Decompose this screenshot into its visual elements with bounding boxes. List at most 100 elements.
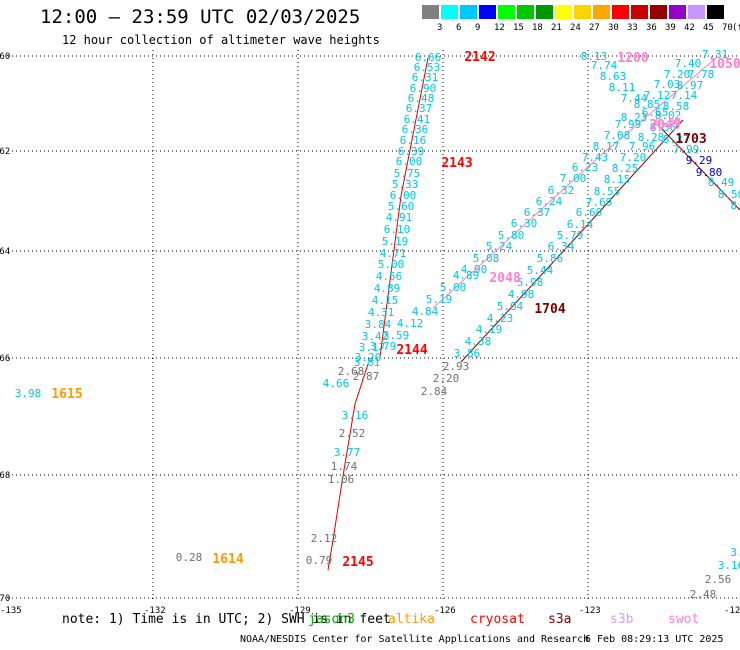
satellite-label-jason3: jason3 [308, 612, 355, 627]
legend-label: 33 [627, 23, 638, 33]
legend-swatch [574, 5, 591, 19]
lat-tick-label: -68 [0, 471, 10, 481]
wave-height-value: 3.86 [454, 347, 481, 360]
wave-height-value: 4.12 [397, 317, 424, 330]
wave-height-value: 6.16 [400, 134, 427, 147]
wave-height-value: 7.96 [629, 140, 656, 153]
track-line [379, 57, 429, 358]
wave-height-value: 0.79 [306, 554, 333, 567]
wave-height-value: 3.77 [334, 446, 361, 459]
legend-swatch [555, 5, 572, 19]
wave-height-value: 8.28 [638, 131, 665, 144]
wave-height-value: 4.66 [323, 377, 350, 390]
wave-height-value: 2.20 [433, 372, 460, 385]
wave-height-value: 4.89 [374, 282, 401, 295]
legend-label: 30 [608, 23, 619, 33]
wave-height-value: 9.80 [696, 166, 723, 179]
graticule [8, 50, 738, 602]
wave-height-value: 8.49 [708, 176, 735, 189]
wave-height-value: 2.56 [705, 573, 732, 586]
lon-tick-label: -123 [579, 606, 601, 616]
wave-height-value: 2.52 [339, 427, 366, 440]
legend-swatch [650, 5, 667, 19]
wave-height-value: 6.37 [524, 206, 551, 219]
lat-tick-label: -62 [0, 147, 10, 157]
wave-height-value: 4.98 [508, 288, 535, 301]
legend-unit: (ft) [732, 23, 740, 33]
track-id: 2144 [396, 343, 427, 358]
wave-height-value: 7.69 [586, 196, 613, 209]
wave-height-value: 4.38 [465, 335, 492, 348]
wave-height-value: 2.48 [690, 588, 717, 601]
lon-tick-label: -132 [144, 606, 166, 616]
wave-height-value: 6.66 [415, 51, 442, 64]
wave-height-value: 7.14 [671, 89, 698, 102]
satellite-label-altika: altika [388, 612, 435, 627]
wave-height-value: 5.60 [388, 200, 415, 213]
wave-height-value: 8.55 [594, 185, 621, 198]
wave-height-value: 8.97 [677, 79, 704, 92]
wave-height-value: 7.03 [654, 78, 681, 91]
wave-height-value: 0.28 [176, 551, 203, 564]
wave-height-value: 3.16 [342, 409, 369, 422]
lat-tick-label: -60 [0, 52, 10, 62]
legend-swatch [669, 5, 686, 19]
wave-height-value: 7.44 [621, 92, 648, 105]
wave-height-value: 8.37 [663, 133, 690, 146]
map-subtitle: 12 hour collection of altimeter wave hei… [62, 33, 380, 47]
lon-tick-label: -135 [0, 606, 22, 616]
legend-swatch [688, 5, 705, 19]
wave-height-value: 2.93 [443, 360, 470, 373]
legend-label: 21 [551, 23, 562, 33]
wave-height-value: 8.02 [655, 109, 682, 122]
wave-height-value: 7.99 [615, 118, 642, 131]
legend-label: 27 [589, 23, 600, 33]
wave-height-value: 4.23 [487, 312, 514, 325]
track-id: 2049 [649, 118, 680, 133]
wave-height-value: 2.84 [421, 385, 448, 398]
wave-height-value: 7.74 [591, 59, 618, 72]
wave-height-value: 8.23 [621, 111, 648, 124]
wave-height-value: 4.15 [372, 294, 399, 307]
wave-height-value: 6.32 [548, 184, 575, 197]
wave-height-value: 5.44 [527, 264, 554, 277]
track-id-labels: 2142 2143 2144 2145 1614 1615 2048 1200 1050 2049… [51, 50, 740, 570]
track-id: 2145 [342, 555, 373, 570]
wave-height-value: 5.08 [473, 252, 500, 265]
legend-swatch [593, 5, 610, 19]
track-line [659, 126, 740, 211]
wave-height-value: 5.86 [537, 252, 564, 265]
wave-height-value: 5.98 [517, 276, 544, 289]
wave-height-value: 2.68 [338, 365, 365, 378]
wave-height-value: 4.84 [412, 305, 439, 318]
wave-height-value: 2.87 [353, 370, 380, 383]
wave-height-value: 5.79 [557, 229, 584, 242]
map-title: 12:00 – 23:59 UTC 02/03/2025 [40, 6, 361, 28]
wave-height-value: 4.31 [368, 306, 395, 319]
wave-height-value: 4.90 [461, 263, 488, 276]
track-id: 2143 [441, 156, 472, 171]
wave-height-value: 5.04 [497, 300, 524, 313]
wave-height-value: 6.53 [414, 61, 441, 74]
legend-swatch [498, 5, 515, 19]
track-id: 1200 [617, 51, 648, 66]
legend-label: 45 [703, 23, 714, 33]
wave-height-value: 6.00 [396, 155, 423, 168]
legend-label: 39 [665, 23, 676, 33]
wave-height-value: 8. [730, 199, 740, 212]
lat-tick-label: -70 [0, 594, 10, 604]
footer-note: note: 1) Time is in UTC; 2) SWH is in fe… [62, 612, 391, 627]
track-id: 2142 [464, 50, 495, 65]
wave-height-value: 7.20 [664, 68, 691, 81]
legend-label: 70 [722, 23, 733, 33]
wave-height-value: 8.17 [593, 140, 620, 153]
legend-swatch [479, 5, 496, 19]
wave-height-value: 4.19 [476, 323, 503, 336]
wave-height-value: 7.31 [702, 48, 729, 61]
wave-height-value: 1.06 [328, 473, 355, 486]
wave-height-value: 7.00 [560, 172, 587, 185]
legend-label: 6 [456, 23, 462, 33]
wave-height-value: 5.19 [426, 293, 453, 306]
wave-height-value: 3.16 [718, 559, 740, 572]
